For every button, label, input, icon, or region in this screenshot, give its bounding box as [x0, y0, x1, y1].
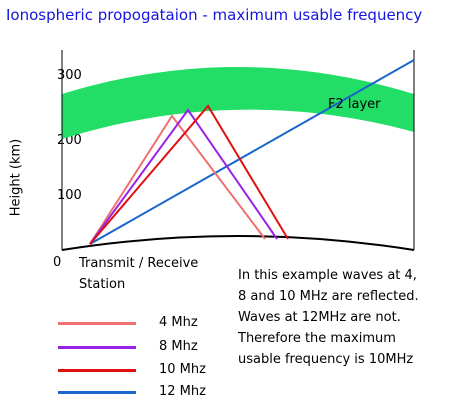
explanation-text: In this example waves at 4, 8 and 10 MHz…	[238, 265, 448, 370]
legend-label-4mhz: 4 Mhz	[159, 315, 198, 330]
station-label: Transmit / Receive Station	[79, 253, 198, 295]
legend-swatch-10mhz	[58, 369, 136, 372]
legend-label-10mhz: 10 Mhz	[159, 362, 206, 377]
legend-label-8mhz: 8 Mhz	[159, 339, 198, 354]
legend-item-8mhz: 8 Mhz	[58, 339, 238, 355]
explanation-line-1: In this example waves at 4,	[238, 268, 417, 283]
legend-label-12mhz: 12 Mhz	[159, 384, 206, 399]
f2-layer-band	[62, 67, 414, 139]
layer-label: F2 layer	[328, 97, 381, 112]
station-label-line-2: Station	[79, 277, 126, 292]
legend-item-12mhz: 12 Mhz	[58, 384, 238, 400]
legend-swatch-4mhz	[58, 322, 136, 325]
legend-item-4mhz: 4 Mhz	[58, 315, 238, 331]
legend-swatch-8mhz	[58, 346, 136, 349]
y-tick-300: 300	[57, 68, 82, 83]
y-tick-0: 0	[53, 255, 62, 270]
explanation-line-5: usable frequency is 10MHz	[238, 352, 414, 367]
diagram-title: Ionospheric propogataion - maximum usabl…	[6, 6, 423, 24]
ray-12mhz	[89, 59, 415, 245]
ray-10mhz	[89, 104, 289, 245]
explanation-line-2: 8 and 10 MHz are reflected.	[238, 289, 419, 304]
legend-item-10mhz: 10 Mhz	[58, 362, 238, 378]
ray-4mhz	[89, 114, 266, 245]
explanation-line-3: Waves at 12MHz are not.	[238, 310, 401, 325]
explanation-line-4: Therefore the maximum	[238, 331, 396, 346]
earth-surface	[61, 235, 415, 251]
legend-swatch-12mhz	[58, 391, 136, 394]
ray-8mhz	[89, 108, 278, 245]
station-label-line-1: Transmit / Receive	[79, 256, 199, 271]
y-tick-100: 100	[57, 188, 82, 203]
